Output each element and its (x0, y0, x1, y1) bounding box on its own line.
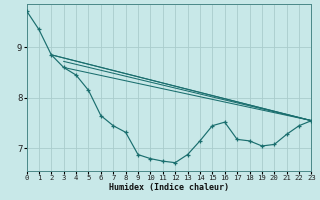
X-axis label: Humidex (Indice chaleur): Humidex (Indice chaleur) (109, 183, 229, 192)
